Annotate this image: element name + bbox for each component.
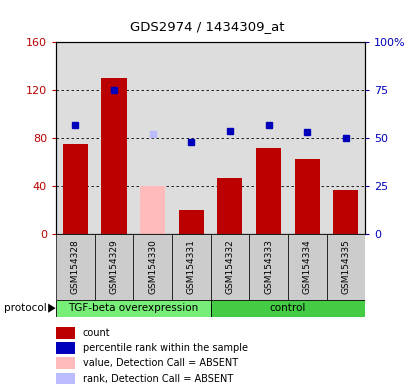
Text: GSM154332: GSM154332 (225, 240, 234, 294)
Text: GSM154334: GSM154334 (303, 240, 312, 294)
Bar (95, 234, 133, 300)
Text: control: control (270, 303, 306, 313)
Text: percentile rank within the sample: percentile rank within the sample (83, 343, 248, 353)
Bar (140, 186, 165, 234)
Bar (210, 234, 249, 300)
Bar (217, 178, 242, 234)
Text: GSM154329: GSM154329 (110, 240, 119, 294)
Text: TGF-beta overexpression: TGF-beta overexpression (68, 303, 198, 313)
Bar (179, 210, 204, 234)
Bar (56, 327, 76, 339)
Bar (327, 234, 365, 300)
Text: count: count (83, 328, 110, 338)
Bar (56, 357, 76, 369)
Text: rank, Detection Call = ABSENT: rank, Detection Call = ABSENT (83, 374, 233, 384)
Bar (295, 159, 320, 234)
Bar (101, 78, 127, 234)
Bar (172, 234, 210, 300)
Bar (56, 300, 210, 317)
Text: GSM154328: GSM154328 (71, 240, 80, 294)
Bar (56, 373, 76, 384)
Bar (333, 190, 359, 234)
Bar (256, 148, 281, 234)
Bar (288, 234, 327, 300)
Bar (210, 300, 365, 317)
Text: GDS2974 / 1434309_at: GDS2974 / 1434309_at (130, 20, 285, 33)
Text: GSM154335: GSM154335 (342, 240, 350, 294)
Bar (56, 342, 76, 354)
Bar (249, 234, 288, 300)
Bar (56, 234, 95, 300)
Text: GSM154333: GSM154333 (264, 240, 273, 294)
Text: value, Detection Call = ABSENT: value, Detection Call = ABSENT (83, 358, 238, 368)
Text: protocol: protocol (4, 303, 47, 313)
Text: GSM154331: GSM154331 (187, 240, 196, 294)
Bar (63, 144, 88, 234)
Text: GSM154330: GSM154330 (148, 240, 157, 294)
Bar (133, 234, 172, 300)
